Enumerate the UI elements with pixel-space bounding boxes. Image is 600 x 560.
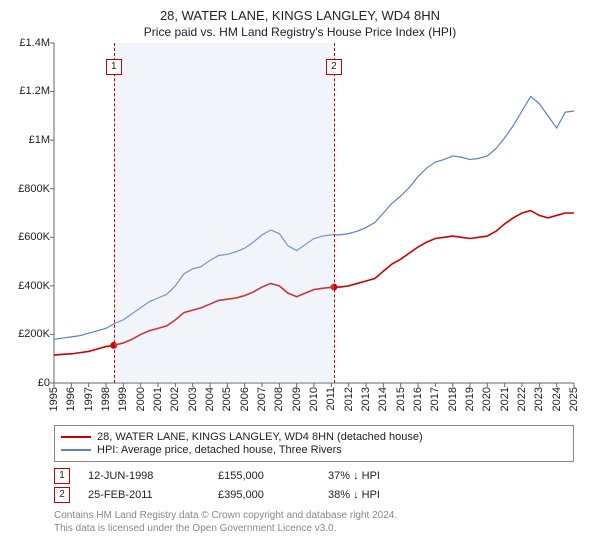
legend-row: HPI: Average price, detached house, Thre… [61, 444, 567, 456]
sale-date: 12-JUN-1998 [88, 470, 218, 482]
sale-marker: 1 [54, 468, 70, 484]
event-marker: 1 [106, 59, 122, 75]
x-tick-label: 2012 [343, 387, 355, 411]
chart-subtitle: Price paid vs. HM Land Registry's House … [8, 25, 592, 39]
x-tick-label: 2011 [325, 387, 337, 411]
x-tick-label: 2003 [187, 387, 199, 411]
legend-label: 28, WATER LANE, KINGS LANGLEY, WD4 8HN (… [97, 431, 423, 443]
x-tick-label: 2022 [516, 387, 528, 411]
plot-outer: £0£200K£400K£600K£800K£1M£1.2M£1.4M 12 1… [54, 43, 578, 421]
sale-marker: 2 [54, 487, 70, 503]
x-tick-label: 2013 [360, 387, 372, 411]
sale-date: 25-FEB-2011 [88, 489, 218, 501]
event-marker: 2 [326, 59, 342, 75]
x-tick-label: 2010 [308, 387, 320, 411]
x-tick-label: 2017 [429, 387, 441, 411]
legend-swatch [61, 436, 91, 438]
x-tick-label: 2024 [551, 387, 563, 411]
x-tick-label: 2001 [152, 387, 164, 411]
y-tick-label: £600K [18, 231, 50, 243]
x-tick-label: 2009 [291, 387, 303, 411]
x-tick-label: 1998 [100, 387, 112, 411]
x-tick-label: 2020 [481, 387, 493, 411]
footer: Contains HM Land Registry data © Crown c… [54, 509, 574, 541]
sale-price: £395,000 [218, 489, 328, 501]
x-tick-label: 2004 [204, 387, 216, 411]
x-tick-label: 2018 [447, 387, 459, 411]
legend-swatch [61, 449, 91, 451]
x-tick-label: 2005 [221, 387, 233, 411]
plot-area: 12 [54, 43, 574, 383]
footer-line-1: Contains HM Land Registry data © Crown c… [54, 509, 574, 522]
sale-pct: 37% ↓ HPI [328, 470, 448, 482]
x-tick-label: 2015 [395, 387, 407, 411]
sale-price: £155,000 [218, 470, 328, 482]
x-tick-label: 1997 [83, 387, 95, 411]
x-tick-label: 2016 [412, 387, 424, 411]
chart-title: 28, WATER LANE, KINGS LANGLEY, WD4 8HN [8, 8, 592, 25]
legend-label: HPI: Average price, detached house, Thre… [97, 444, 342, 456]
x-tick-label: 2021 [499, 387, 511, 411]
y-tick-label: £1.2M [19, 85, 50, 97]
x-tick-label: 2000 [135, 387, 147, 411]
x-tick-label: 1999 [117, 387, 129, 411]
x-tick-label: 2008 [273, 387, 285, 411]
y-tick-label: £800K [18, 183, 50, 195]
x-tick-label: 2014 [377, 387, 389, 411]
y-tick-label: £1M [29, 134, 50, 146]
x-tick-label: 1995 [48, 387, 60, 411]
sale-row: 2 25-FEB-2011£395,00038% ↓ HPI [54, 487, 574, 503]
footer-line-2: This data is licensed under the Open Gov… [54, 522, 574, 535]
x-tick-label: 2025 [568, 387, 580, 411]
x-tick-label: 2006 [239, 387, 251, 411]
x-tick-label: 2023 [533, 387, 545, 411]
y-tick-label: £1.4M [19, 37, 50, 49]
y-tick-label: £200K [18, 328, 50, 340]
chart-container: 28, WATER LANE, KINGS LANGLEY, WD4 8HN P… [0, 0, 600, 541]
x-tick-label: 2002 [169, 387, 181, 411]
sale-pct: 38% ↓ HPI [328, 489, 448, 501]
x-tick-label: 2019 [464, 387, 476, 411]
x-tick-label: 1996 [65, 387, 77, 411]
x-tick-label: 2007 [256, 387, 268, 411]
y-tick-label: £400K [18, 280, 50, 292]
sale-row: 1 12-JUN-1998£155,00037% ↓ HPI [54, 468, 574, 484]
event-line [114, 43, 115, 383]
shaded-region [114, 43, 334, 383]
event-line [334, 43, 335, 383]
sales-list: 1 12-JUN-1998£155,00037% ↓ HPI 2 25-FEB-201… [54, 468, 574, 503]
legend-box: 28, WATER LANE, KINGS LANGLEY, WD4 8HN (… [54, 425, 574, 462]
legend-row: 28, WATER LANE, KINGS LANGLEY, WD4 8HN (… [61, 431, 567, 443]
